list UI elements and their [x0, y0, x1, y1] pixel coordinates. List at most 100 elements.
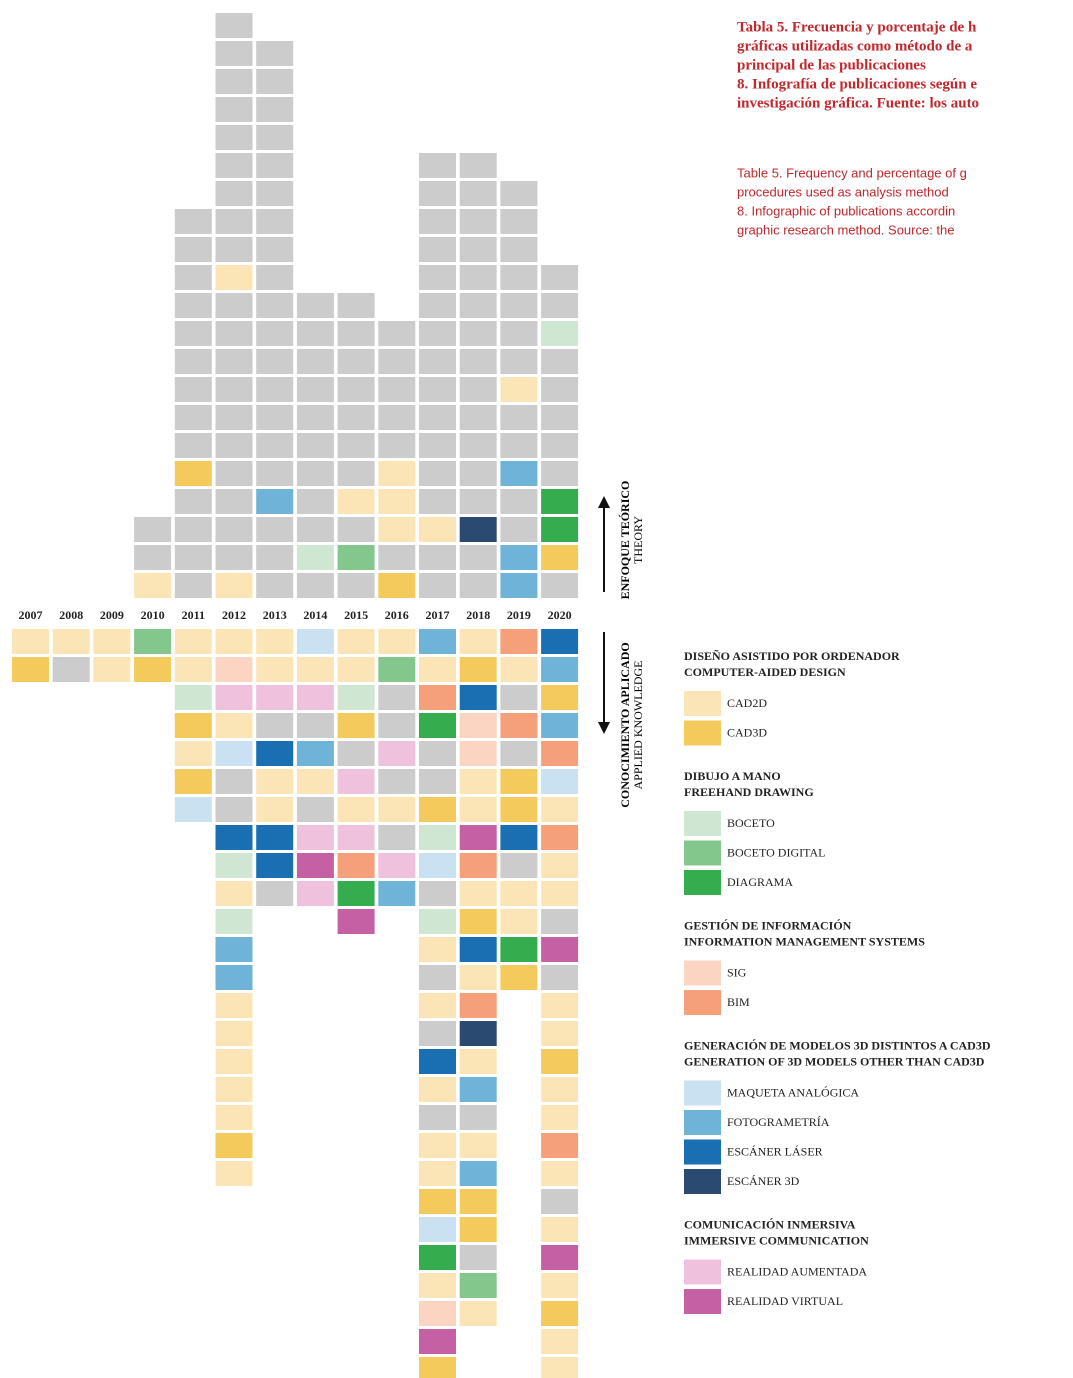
applied-cell [12, 657, 49, 682]
applied-cell [500, 825, 538, 850]
theory-cell [459, 153, 497, 178]
applied-cell [500, 685, 538, 710]
legend-label: FOTOGRAMETRÍA [727, 1115, 830, 1129]
applied-cell [296, 881, 334, 906]
theory-cell [256, 153, 294, 178]
applied-cell [215, 685, 253, 710]
theory-cell [215, 69, 253, 94]
applied-cell [419, 853, 456, 878]
year-label: 2011 [182, 608, 205, 622]
theory-cell [541, 489, 579, 514]
legend-group-en: FREEHAND DRAWING [684, 785, 814, 799]
theory-cell [337, 433, 375, 458]
theory-cell [215, 41, 253, 66]
caption-es: 8. Infografía de publicaciones según e [737, 76, 977, 92]
applied-cell [215, 1161, 253, 1186]
applied-cell [500, 769, 538, 794]
year-label: 2016 [385, 608, 409, 622]
theory-cell [337, 461, 375, 486]
theory-cell [215, 545, 253, 570]
applied-cell [459, 937, 497, 962]
theory-cell [174, 461, 212, 486]
theory-cell [215, 433, 253, 458]
applied-cell [541, 1301, 579, 1326]
applied-cell [419, 1329, 456, 1354]
applied-cell [337, 825, 375, 850]
year-label: 2013 [263, 608, 287, 622]
theory-cell [337, 517, 375, 542]
year-label: 2019 [507, 608, 531, 622]
applied-cell [459, 1077, 497, 1102]
theory-cell [215, 237, 253, 262]
theory-cell [459, 321, 497, 346]
legend-label: BOCETO [727, 816, 775, 830]
year-label: 2015 [344, 608, 368, 622]
year-label: 2012 [222, 608, 246, 622]
applied-cell [459, 825, 497, 850]
applied-cell [419, 1161, 456, 1186]
year-label: 2010 [141, 608, 165, 622]
theory-cell [256, 181, 294, 206]
applied-cell [419, 909, 456, 934]
applied-cell [459, 713, 497, 738]
theory-cell [215, 405, 253, 430]
theory-cell [500, 321, 538, 346]
theory-cell [500, 293, 538, 318]
applied-cell [215, 797, 253, 822]
theory-cell [378, 377, 416, 402]
applied-cell [541, 629, 579, 654]
applied-cell [419, 1189, 456, 1214]
theory-cell [296, 377, 334, 402]
theory-cell [215, 321, 253, 346]
applied-cell [419, 881, 456, 906]
applied-cell [459, 1105, 497, 1130]
theory-cell [174, 573, 212, 598]
theory-cell [378, 573, 416, 598]
legend-swatch [684, 1110, 721, 1135]
applied-label: CONOCIMIENTO APLICADO APPLIED KNOWLEDGE [618, 642, 645, 807]
applied-cell [459, 965, 497, 990]
legend-label: ESCÁNER LÁSER [727, 1144, 823, 1158]
theory-cell [419, 349, 456, 374]
theory-cell [174, 377, 212, 402]
legend-swatch [684, 1289, 721, 1314]
applied-cell [12, 629, 49, 654]
applied-cell [459, 797, 497, 822]
applied-cell [378, 853, 416, 878]
legend-group-es: DISEÑO ASISTIDO POR ORDENADOR [684, 649, 900, 663]
theory-cell [378, 545, 416, 570]
theory-cell [215, 349, 253, 374]
theory-cell [256, 349, 294, 374]
theory-cell [174, 517, 212, 542]
theory-cell [296, 573, 334, 598]
applied-cell [459, 1301, 497, 1326]
applied-cell [174, 685, 212, 710]
applied-cell [378, 629, 416, 654]
applied-cell [134, 629, 172, 654]
applied-cell [215, 657, 253, 682]
applied-cell [541, 1161, 579, 1186]
theory-cell [174, 321, 212, 346]
applied-cell [256, 657, 294, 682]
applied-cell [296, 629, 334, 654]
legend-group-es: GESTIÓN DE INFORMACIÓN [684, 918, 852, 932]
applied-cell [296, 853, 334, 878]
legend-swatch [684, 870, 721, 895]
applied-cell [378, 797, 416, 822]
applied-cell [419, 1133, 456, 1158]
theory-cell [134, 573, 172, 598]
theory-cell [541, 321, 579, 346]
theory-cell [459, 405, 497, 430]
applied-cell [459, 1245, 497, 1270]
theory-cell [256, 97, 294, 122]
theory-cell [256, 461, 294, 486]
theory-cell [419, 209, 456, 234]
applied-cell [541, 685, 579, 710]
legend-group-es: COMUNICACIÓN INMERSIVA [684, 1217, 856, 1231]
theory-cell [215, 153, 253, 178]
theory-cell [134, 545, 172, 570]
applied-cell [419, 937, 456, 962]
theory-cell [296, 545, 334, 570]
applied-cell [500, 797, 538, 822]
year-label: 2017 [426, 608, 450, 622]
